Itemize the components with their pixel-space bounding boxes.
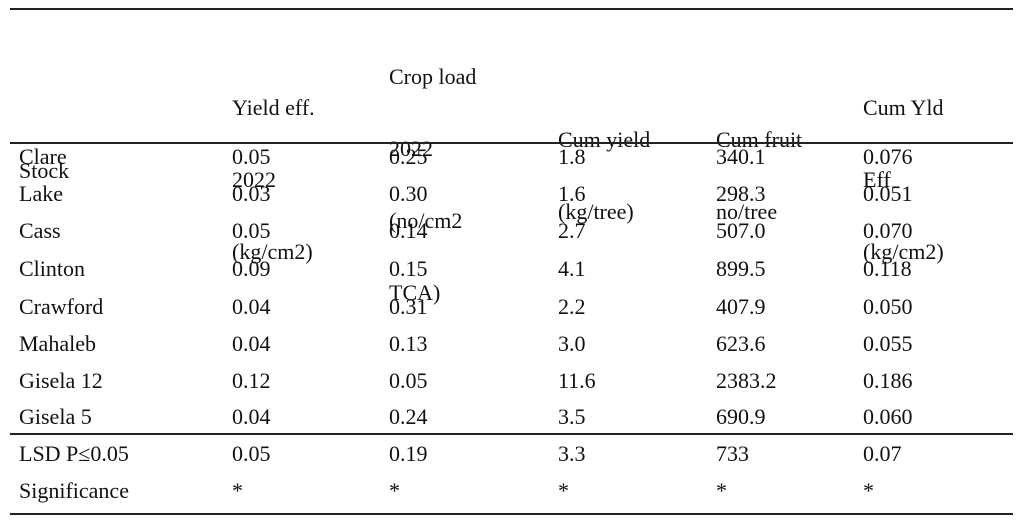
cell-cum-fruit: 733 — [716, 441, 749, 466]
cell-crop-load: 0.31 — [389, 294, 428, 319]
header-cum-yld-eff: Cum Yld Eff (kg/cm2) — [863, 48, 944, 288]
header-cum-fruit: Cum fruit no/tree — [716, 80, 802, 248]
cell-cum-yield: 11.6 — [558, 368, 596, 393]
cell-yield-eff: 0.04 — [232, 294, 271, 319]
header-line: Cum Yld — [863, 95, 944, 120]
header-line: Crop load — [389, 64, 477, 89]
cell-cum-fruit: 407.9 — [716, 294, 766, 319]
cell-cum-yld-eff: 0.050 — [863, 294, 913, 319]
cell-cum-yield: 2.2 — [558, 294, 586, 319]
header-line: 2022 — [232, 167, 276, 192]
cell-cum-yield: 3.3 — [558, 441, 586, 466]
cell-yield-eff: 0.04 — [232, 404, 271, 429]
cell-cum-fruit: * — [716, 478, 727, 503]
cell-stock: Gisela 12 — [19, 368, 103, 393]
cell-cum-yld-eff: 0.051 — [863, 181, 913, 206]
cell-cum-fruit: 340.1 — [716, 144, 766, 169]
cell-stock: LSD P≤0.05 — [19, 441, 129, 466]
cell-crop-load: 0.14 — [389, 218, 428, 243]
cell-yield-eff: 0.05 — [232, 441, 271, 466]
header-line: (no/cm2 — [389, 208, 463, 233]
header-stock: Stock — [19, 111, 69, 207]
cell-crop-load: 0.15 — [389, 256, 428, 281]
cell-crop-load: 0.24 — [389, 404, 428, 429]
cell-cum-yld-eff: * — [863, 478, 874, 503]
cell-stock: Lake — [19, 181, 63, 206]
cell-stock: Mahaleb — [19, 331, 96, 356]
cell-stock: Significance — [19, 478, 129, 503]
cell-cum-yld-eff: 0.070 — [863, 218, 913, 243]
cell-cum-yield: 3.0 — [558, 331, 586, 356]
header-line: 2022 — [389, 136, 433, 161]
cell-cum-fruit: 298.3 — [716, 181, 766, 206]
header-line: Eff — [863, 167, 891, 192]
header-yield-eff: Yield eff. 2022 (kg/cm2) — [232, 48, 315, 288]
cell-cum-yield: 1.6 — [558, 181, 586, 206]
table-top-rule — [10, 8, 1013, 10]
table-lsd-rule — [10, 433, 1013, 435]
cell-cum-yld-eff: 0.186 — [863, 368, 913, 393]
header-line: (kg/cm2) — [863, 239, 944, 264]
cell-cum-fruit: 899.5 — [716, 256, 766, 281]
cell-cum-fruit: 623.6 — [716, 331, 766, 356]
cell-crop-load: 0.13 — [389, 331, 428, 356]
header-line: (kg/tree) — [558, 199, 634, 224]
cell-cum-yld-eff: 0.060 — [863, 404, 913, 429]
cell-cum-yld-eff: 0.07 — [863, 441, 902, 466]
cell-yield-eff: 0.03 — [232, 181, 271, 206]
cell-cum-yield: 3.5 — [558, 404, 586, 429]
cell-yield-eff: 0.12 — [232, 368, 271, 393]
cell-stock: Gisela 5 — [19, 404, 92, 429]
header-line: (kg/cm2) — [232, 239, 313, 264]
cell-yield-eff: 0.05 — [232, 218, 271, 243]
cell-cum-yield: 1.8 — [558, 144, 586, 169]
header-line: Cum yield — [558, 127, 651, 152]
header-cum-yield: Cum yield (kg/tree) — [558, 80, 650, 248]
header-line: TCA) — [389, 280, 441, 305]
cell-crop-load: 0.19 — [389, 441, 428, 466]
cell-crop-load: 0.30 — [389, 181, 428, 206]
cell-cum-yield: * — [558, 478, 569, 503]
cell-cum-yld-eff: 0.118 — [863, 256, 912, 281]
cell-stock: Clinton — [19, 256, 86, 281]
header-line: Yield eff. — [232, 95, 315, 120]
header-line: Stock — [19, 158, 70, 183]
cell-cum-yield: 2.7 — [558, 218, 586, 243]
cell-stock: Clare — [19, 144, 67, 169]
cell-yield-eff: 0.04 — [232, 331, 271, 356]
header-line: Cum fruit — [716, 127, 803, 152]
cell-stock: Crawford — [19, 294, 104, 319]
cell-cum-fruit: 507.0 — [716, 218, 766, 243]
cell-crop-load: 0.05 — [389, 368, 428, 393]
cell-yield-eff: 0.05 — [232, 144, 271, 169]
cell-cum-yld-eff: 0.076 — [863, 144, 913, 169]
cell-crop-load: 0.25 — [389, 144, 428, 169]
cell-yield-eff: 0.09 — [232, 256, 271, 281]
table-bottom-rule — [10, 513, 1013, 515]
table-header-rule — [10, 142, 1013, 144]
cell-stock: Cass — [19, 218, 61, 243]
header-crop-load: Crop load 2022 (no/cm2 TCA) — [389, 17, 476, 329]
cell-cum-fruit: 2383.2 — [716, 368, 777, 393]
cell-cum-yld-eff: 0.055 — [863, 331, 913, 356]
cell-cum-yield: 4.1 — [558, 256, 586, 281]
cell-crop-load: * — [389, 478, 400, 503]
header-line: no/tree — [716, 199, 778, 224]
cell-cum-fruit: 690.9 — [716, 404, 766, 429]
cell-yield-eff: * — [232, 478, 243, 503]
